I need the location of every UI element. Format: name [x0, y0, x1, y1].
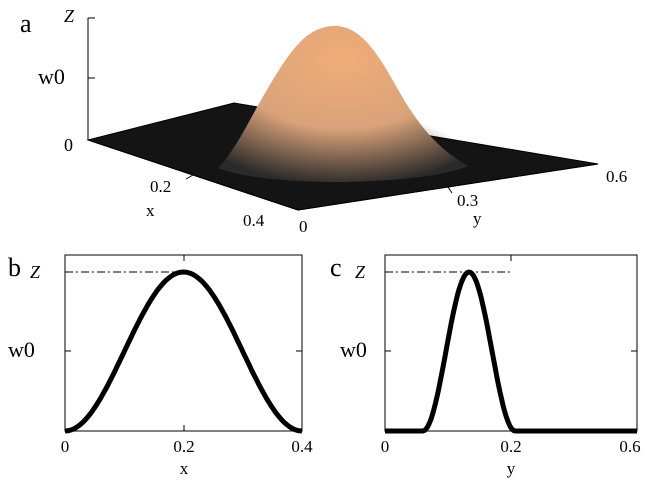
y-tick-03: [447, 186, 453, 194]
panel-c-ytick-label-w0: w0: [340, 337, 367, 362]
y-tick-label-03: 0.3: [457, 191, 478, 210]
x-tick-label-02: 0.2: [150, 177, 171, 196]
panel-c-frame: [384, 254, 638, 432]
panel-b-xtick-label-04: 0.4: [291, 437, 313, 456]
panel-c: c Z w0 0 0.2 0.6 y: [330, 253, 641, 478]
panel-c-xtick-label-06: 0.6: [619, 437, 640, 456]
panel-b-ytick-label-z: Z: [30, 262, 41, 282]
y-axis-label: y: [473, 209, 482, 228]
x-tick-label-04: 0.4: [243, 211, 265, 230]
y-tick-label-06: 0.6: [606, 167, 627, 186]
y-tick-label-0: 0: [299, 217, 308, 236]
panel-c-curve: [384, 269, 638, 434]
x-tick-02: [185, 174, 194, 180]
panel-a-label: a: [20, 9, 32, 38]
panel-c-xlabel: y: [507, 459, 516, 478]
panel-b-label: b: [8, 253, 21, 282]
panel-c-ytick-label-z: Z: [355, 262, 366, 282]
panel-b-xtick-label-0: 0: [61, 437, 70, 456]
mound-surface: [218, 25, 468, 183]
x-axis-label: x: [146, 201, 155, 220]
panel-a: a Z w0 0 0.2 0.4 x 0 0.3 0.6 y: [20, 6, 627, 236]
panel-b-xtick-label-02: 0.2: [173, 437, 194, 456]
panel-b-ytick-label-w0: w0: [8, 337, 35, 362]
panel-c-xtick-label-0: 0: [381, 437, 390, 456]
panel-c-label: c: [330, 253, 342, 282]
z-tick-label-top: Z: [64, 6, 75, 26]
panel-c-xtick-label-02: 0.2: [500, 437, 521, 456]
z-tick-label-w0: w0: [38, 64, 65, 89]
panel-b-frame: [64, 254, 303, 432]
panel-b-curve: [64, 269, 303, 434]
panel-b-xlabel: x: [180, 459, 189, 478]
panel-b: b Z w0 0 0.2 0.4 x: [8, 253, 313, 478]
z-tick-label-zero: 0: [64, 135, 73, 155]
